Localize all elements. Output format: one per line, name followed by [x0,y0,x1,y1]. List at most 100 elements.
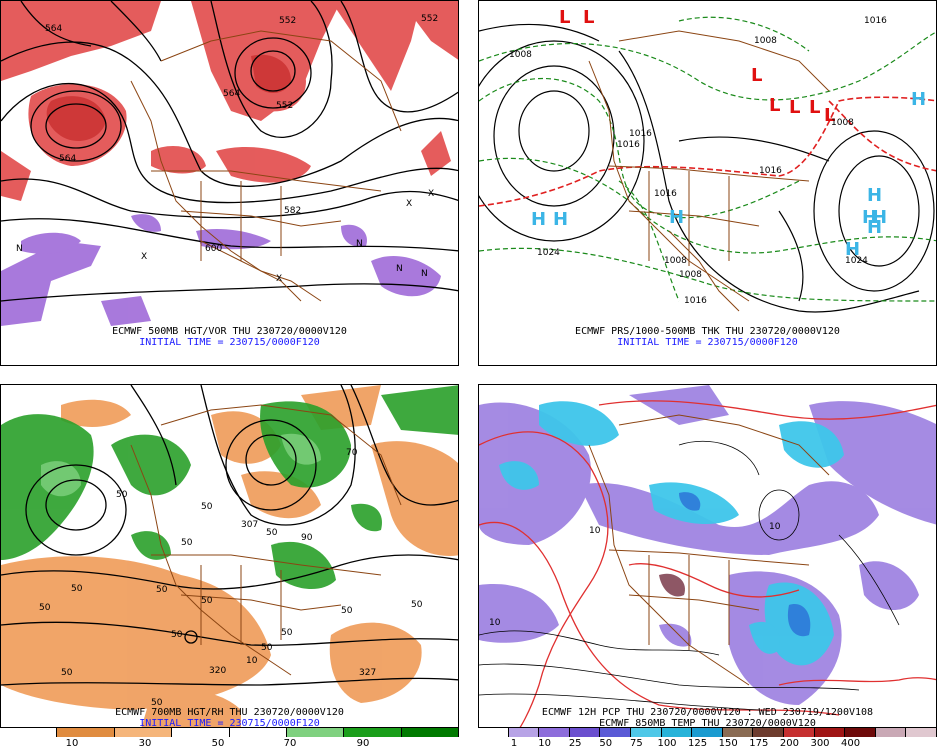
map-precip-850mb-temp: 10 10 10 [479,385,936,727]
map-label: 50 [116,490,128,500]
map-label: 50 [281,628,293,638]
map-500mb-hgt-vor: 552 552 564 564 564 582 600 552 X N N N … [1,1,458,326]
map-label: 582 [284,206,301,216]
colorbar-swatch [229,728,287,737]
colorbar-swatch [539,728,570,737]
colorbar-swatch [692,728,723,737]
map-label: 50 [181,538,193,548]
panel-title: ECMWF 500MB HGT/VOR THU 230720/0000V120 [112,326,347,337]
map-label: 564 [59,154,76,164]
map-prs-thickness: L L L L L L L H H H H H H H H H 1016 100… [479,7,936,313]
low-marker: L [824,105,835,126]
high-marker: H [862,207,877,228]
panel-700mb-hgt-rh: 50 50 70 90 50 307 50 50 50 50 50 50 50 … [0,384,459,728]
colorbar-precip: 1 10 25 50 75 100 125 150 175 200 300 400 [478,728,937,750]
colorbar-label: 70 [283,738,297,749]
map-label: N [396,264,403,274]
isobar-label: 1016 [864,16,887,26]
map-700mb-hgt-rh: 50 50 70 90 50 307 50 50 50 50 50 50 50 … [1,385,458,727]
panel-initial-time: INITIAL TIME = 230715/0000F120 [617,337,798,348]
colorbar-label: 25 [568,738,582,749]
colorbar-precip-swatches [478,728,937,737]
colorbar-label: 75 [630,738,643,749]
map-label: N [356,239,363,249]
map-label: 50 [411,600,423,610]
map-label: 564 [45,24,62,34]
isobar-label: 1016 [617,140,640,150]
map-label: 50 [201,596,213,606]
map-label: X [141,252,147,262]
colorbar-label: 1 [510,738,518,749]
map-label: 50 [151,698,163,708]
high-marker: H [531,209,546,230]
colorbar-swatch [172,728,230,737]
isobar-label: 1016 [759,166,782,176]
colorbar-label: 125 [688,738,708,749]
panel-title: ECMWF 700MB HGT/RH THU 230720/0000V120 [115,707,344,718]
isobar-label: 1008 [754,36,777,46]
map-label: 307 [241,520,258,530]
map-label: 50 [71,584,83,594]
colorbar-swatch [661,728,693,737]
colorbar-label: 50 [211,738,225,749]
map-label: N [16,244,23,254]
low-marker: L [559,7,570,28]
map-label: 10 [589,526,601,536]
map-label: N [421,269,428,279]
colorbar-label: 50 [599,738,613,749]
map-label: 552 [279,16,296,26]
high-marker: H [872,207,887,228]
colorbar-label: 100 [657,738,677,749]
map-label: 50 [266,528,278,538]
high-marker: H [867,185,882,206]
colorbar-swatch [600,728,631,737]
colorbar-swatch [783,728,815,737]
map-label: 552 [421,14,438,24]
colorbar-label: 150 [718,738,738,749]
panel-500mb-hgt-vor: 552 552 564 564 564 582 600 552 X N N N … [0,0,459,366]
isobar-label: 1008 [664,256,687,266]
colorbar-swatch [845,728,876,737]
high-marker: H [911,89,926,110]
map-label: 600 [205,244,222,254]
colorbar-swatch [286,728,345,737]
low-marker: L [789,97,800,118]
map-label: 50 [156,585,168,595]
colorbar-swatch [630,728,662,737]
map-label: 90 [301,533,313,543]
map-label: 10 [489,618,501,628]
isobar-label: 1008 [679,270,702,280]
map-label: X [428,189,434,199]
panel-initial-time: INITIAL TIME = 230715/0000F120 [139,718,320,728]
colorbar-swatch [906,728,937,737]
colorbar-swatch [753,728,784,737]
panel-prs-thickness: L L L L L L L H H H H H H H H H 1016 100… [478,0,937,366]
isobar-label: 1008 [509,50,532,60]
high-marker: H [845,239,860,260]
colorbar-swatch [478,728,509,737]
colorbar-rh-swatches [0,728,459,737]
colorbar-swatch [57,728,115,737]
colorbar-swatch [401,728,459,737]
colorbar-label: 200 [779,738,799,749]
colorbar-label: 175 [749,738,769,749]
map-label: 50 [171,630,183,640]
map-label: 320 [209,666,226,676]
map-label: 564 [223,89,240,99]
isobar-label: 1016 [629,129,652,139]
colorbar-label: 30 [138,738,152,749]
panel-precip-850mb-temp: 10 10 10 ECMWF 12H PCP THU 230720/0000V1… [478,384,937,728]
map-label: 70 [346,448,358,458]
map-label: 50 [201,502,213,512]
panel-initial-time: INITIAL TIME = 230715/0000F120 [139,337,320,348]
panel-title: ECMWF PRS/1000-500MB THK THU 230720/0000… [575,326,840,337]
colorbar-label: 10 [65,738,79,749]
isobar-label: 1024 [845,256,868,266]
colorbar-label: 90 [356,738,370,749]
map-label: 552 [276,101,293,111]
isobar-label: 1016 [684,296,707,306]
colorbar-swatch [508,728,540,737]
map-label: 50 [261,643,273,653]
colorbar-swatch [114,728,173,737]
isobar-label: 1016 [654,189,677,199]
